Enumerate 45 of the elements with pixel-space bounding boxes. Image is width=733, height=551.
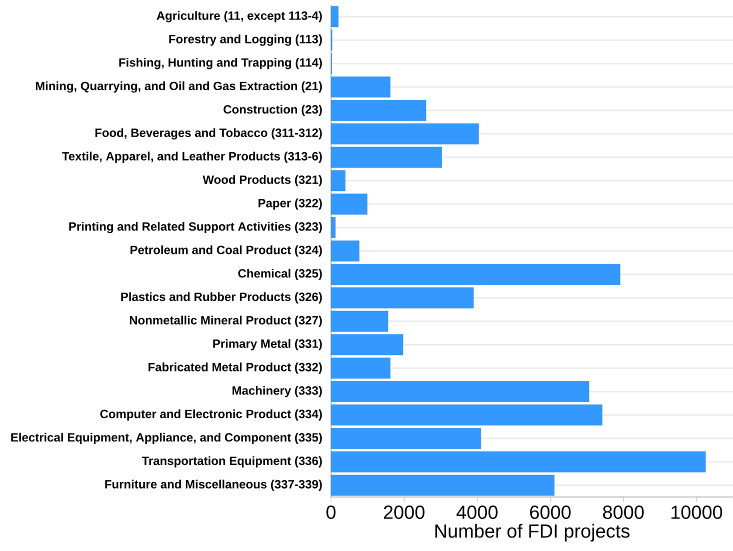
y-tick-label: Food, Beverages and Tobacco (311-312) xyxy=(95,128,322,140)
bar xyxy=(331,474,554,496)
bar xyxy=(331,123,479,144)
bar xyxy=(331,381,590,402)
y-tick-label: Wood Products (321) xyxy=(202,175,322,186)
x-tick-label: 0 xyxy=(326,506,336,519)
bar xyxy=(331,428,481,449)
y-tick-label: Forestry and Logging (113) xyxy=(169,34,322,46)
x-tick-label: 8000 xyxy=(603,506,644,519)
bar xyxy=(331,310,388,332)
y-tick-label: Plastics and Rubber Products (326) xyxy=(121,292,322,304)
bar xyxy=(331,100,426,121)
bar xyxy=(331,264,620,285)
y-tick-label: Agriculture (11, except 113-4) xyxy=(156,11,322,22)
x-tick-label: 6000 xyxy=(530,506,571,519)
bar xyxy=(331,170,346,192)
x-tick-label: 10000 xyxy=(671,506,722,519)
bar xyxy=(331,76,390,98)
y-tick-label: Printing and Related Support Activities (323) xyxy=(69,222,322,234)
y-tick-label: Furniture and Miscellaneous (337-339) xyxy=(105,480,322,491)
y-tick-label: Chemical (325) xyxy=(238,268,322,280)
x-tick-label: 4000 xyxy=(456,506,498,519)
y-tick-label: Machinery (333) xyxy=(232,386,322,398)
x-axis-title: Number of FDI projects xyxy=(435,524,630,542)
bar xyxy=(331,194,368,215)
y-tick-label: Nonmetallic Mineral Product (327) xyxy=(130,316,322,327)
y-tick-label: Fabricated Metal Product (332) xyxy=(148,362,322,374)
bar xyxy=(331,287,474,308)
y-tick-label: Petroleum and Coal Product (324) xyxy=(130,245,322,257)
y-tick-label: Textile, Apparel, and Leather Products (313-6) xyxy=(62,152,322,163)
y-tick-label: Transportation Equipment (336) xyxy=(142,456,322,468)
bar xyxy=(331,146,442,168)
y-tick-label: Paper (322) xyxy=(258,198,322,210)
y-tick-label: Construction (23) xyxy=(224,104,322,116)
bar xyxy=(331,404,602,426)
bar xyxy=(331,240,360,262)
x-tick-label: 2000 xyxy=(384,506,424,519)
y-tick-label: Mining, Quarrying, and Oil and Gas Extraction (21) xyxy=(36,81,322,93)
y-tick-label: Primary Metal (331) xyxy=(213,339,322,350)
y-tick-label: Fishing, Hunting and Trapping (114) xyxy=(119,58,322,70)
bar xyxy=(331,334,404,356)
y-tick-label: Electrical Equipment, Appliance, and Component (335) xyxy=(11,432,322,444)
bar xyxy=(331,358,390,379)
y-tick-label: Computer and Electronic Product (334) xyxy=(100,409,322,421)
bar xyxy=(331,451,706,472)
